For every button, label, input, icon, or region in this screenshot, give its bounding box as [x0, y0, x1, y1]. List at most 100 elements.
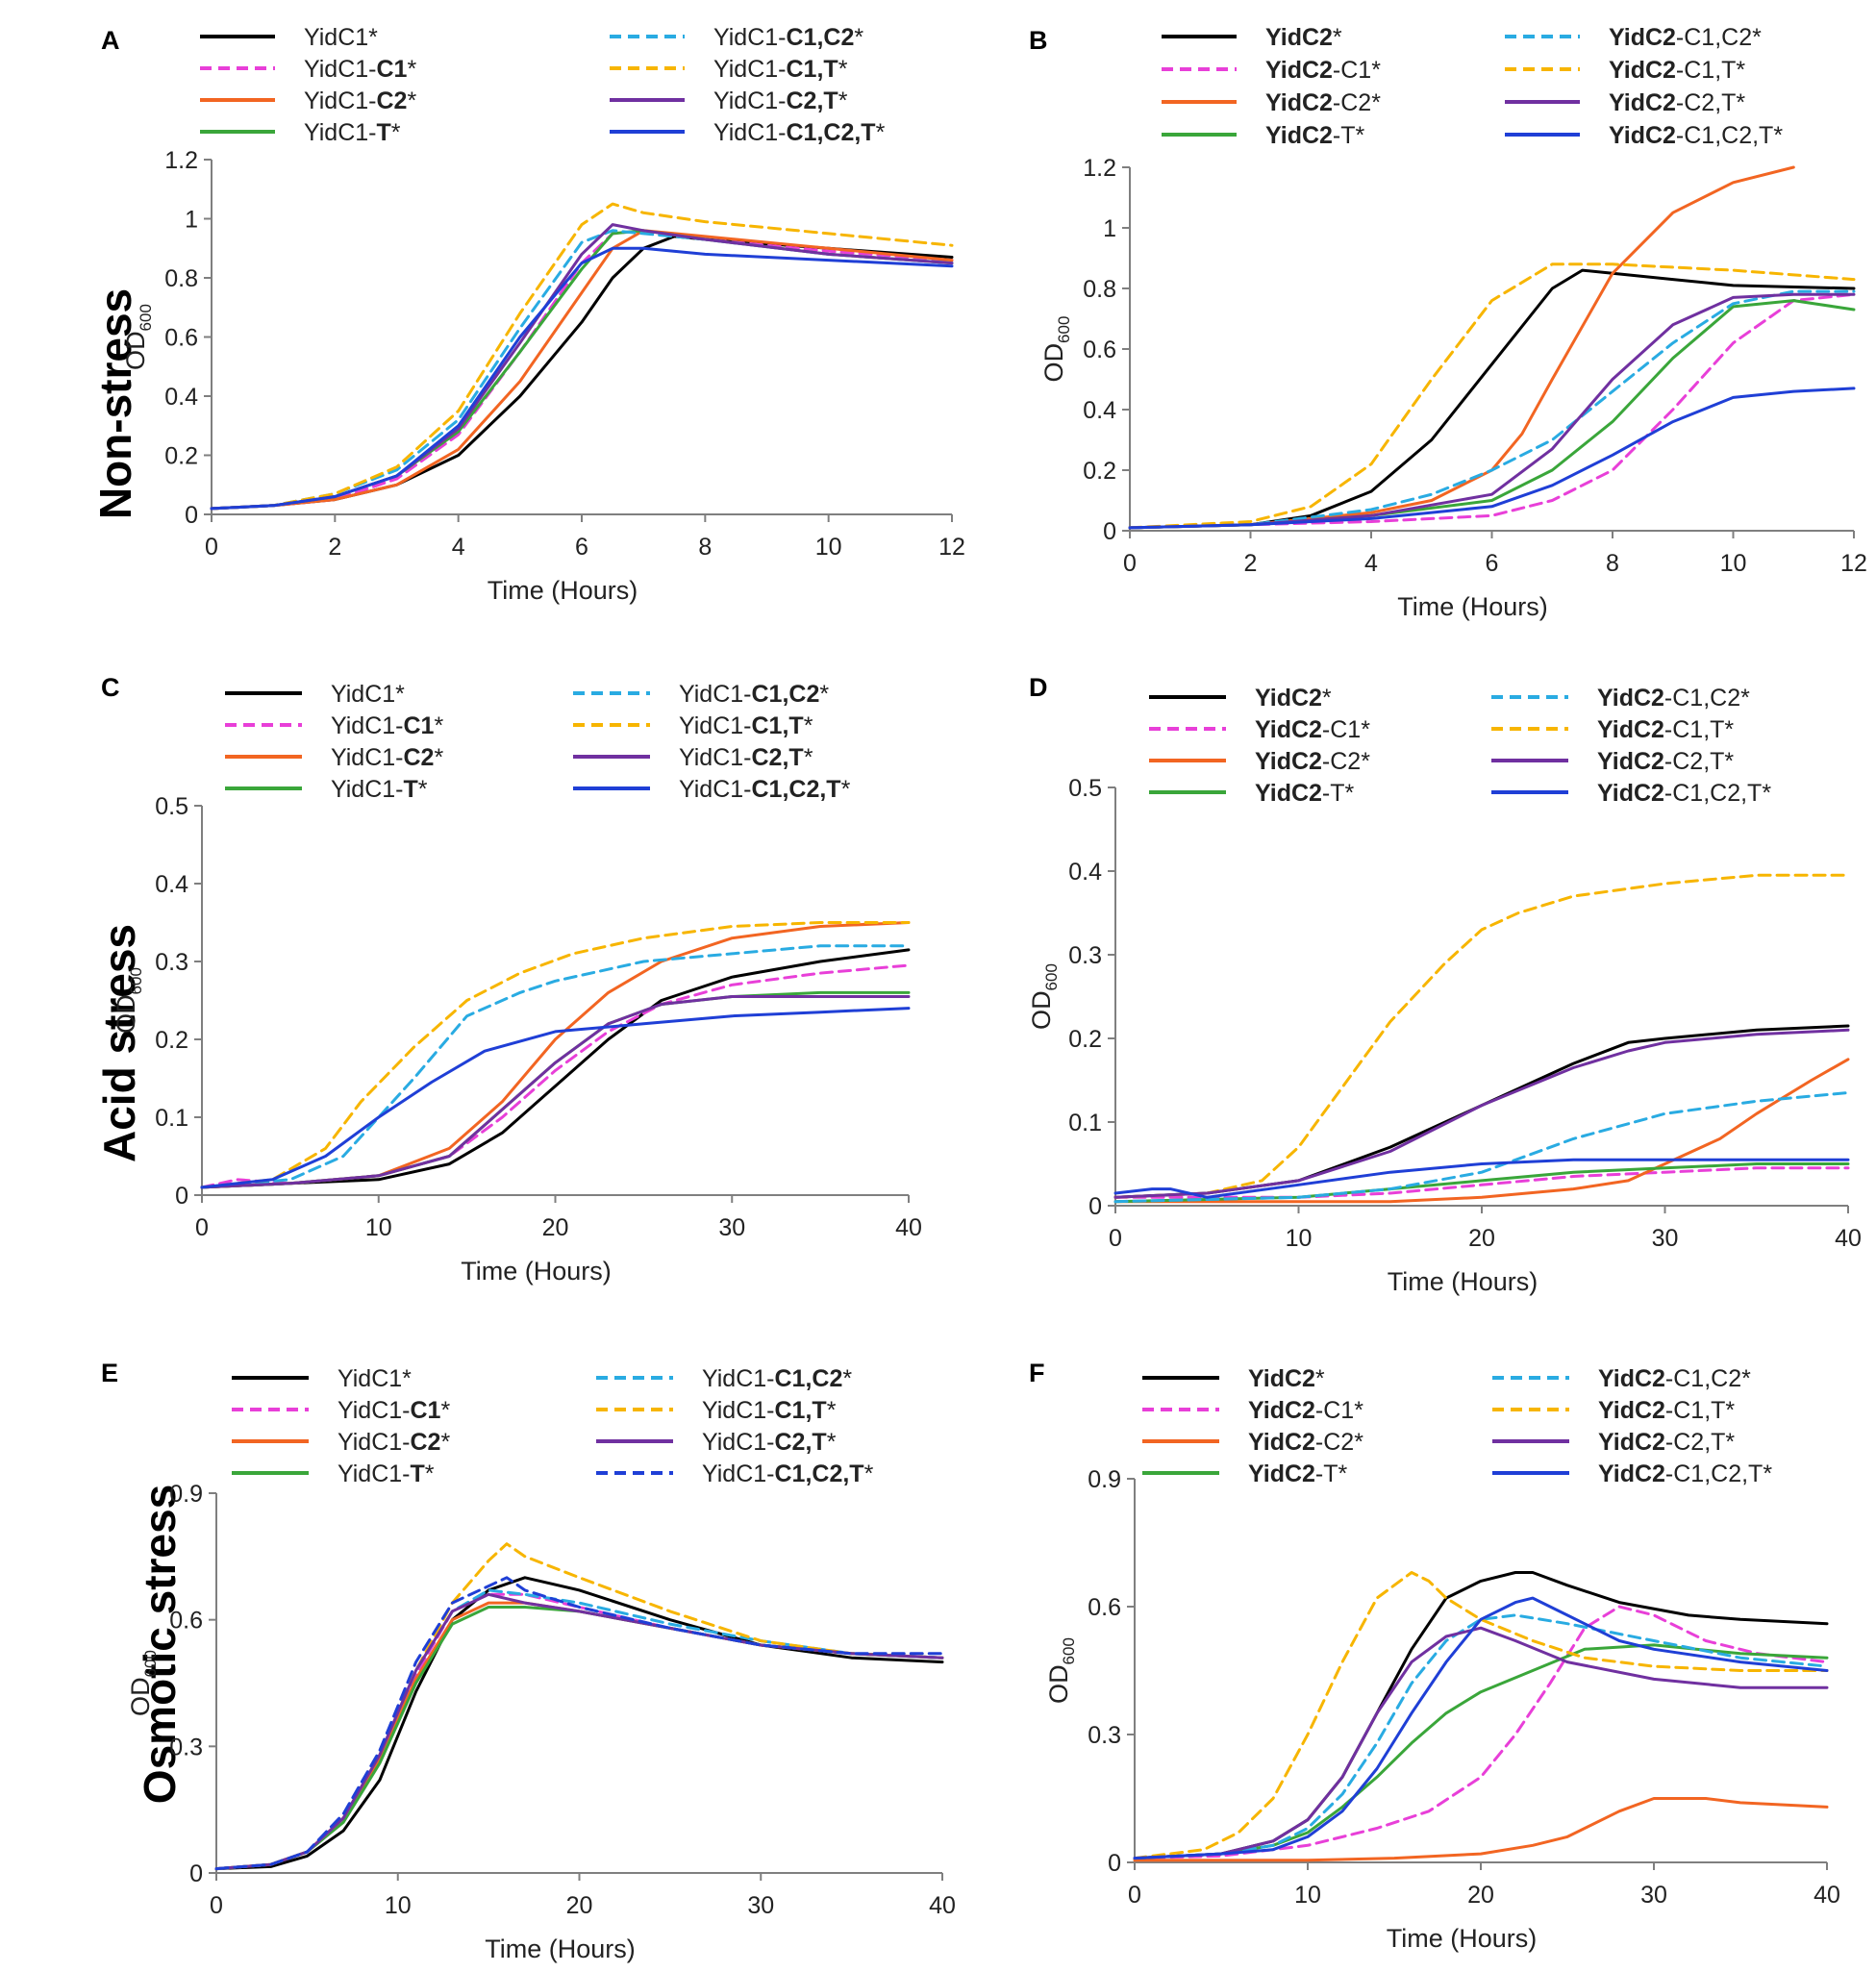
legend-label-e-c1t: YidC1-C1,T*	[702, 1397, 837, 1424]
legend-prefix: YidC1-	[713, 87, 787, 114]
legend-suffix: -C2*	[1333, 89, 1381, 116]
legend-suffix: -C2,T*	[1665, 1429, 1736, 1456]
legend-label-a-c1t: YidC1-C1,T*	[713, 56, 848, 83]
legend-suffix: *	[838, 87, 848, 114]
y-axis-label-sub-e: 600	[141, 1650, 160, 1677]
legend-label-a-c1c2t: YidC1-C1,C2,T*	[713, 119, 886, 146]
series-line-b-c1t	[1128, 262, 1856, 530]
y-axis-label-sub-b: 600	[1055, 316, 1073, 343]
legend-suffix: *	[827, 1429, 837, 1456]
legend-suffix: *	[418, 776, 428, 803]
legend-label-d-c1c2t: YidC2-C1,C2,T*	[1597, 780, 1771, 807]
series-line-a-c1	[210, 229, 954, 511]
legend-prefix: YidC1-	[331, 776, 404, 803]
y-axis-label-b: OD600	[1039, 316, 1073, 383]
legend-bold: C2,T	[775, 1429, 827, 1456]
legend-bold: YidC2	[1597, 685, 1664, 711]
x-tick-label-d: 20	[1468, 1225, 1495, 1252]
series-line-c-c2	[200, 921, 911, 1189]
legend-label-a-c1c2: YidC1-C1,C2*	[713, 24, 863, 51]
legend-prefix: YidC1-	[304, 56, 377, 83]
legend-bold: C1,C2	[752, 681, 820, 708]
x-tick-label-e: 10	[385, 1892, 412, 1919]
y-axis-label-a: OD600	[121, 304, 155, 370]
series-line-f-t	[1133, 1643, 1829, 1860]
legend-suffix: *	[804, 712, 813, 739]
legend-suffix: -C1*	[1315, 1397, 1363, 1424]
legend-label-b-c1: YidC2-C1*	[1265, 57, 1381, 84]
legend-label-e-c1c2t: YidC1-C1,C2,T*	[702, 1460, 874, 1487]
legend-label-b-c2t: YidC2-C2,T*	[1609, 89, 1745, 116]
legend-bold: C1,C2,T	[787, 119, 876, 146]
legend-bold: T	[411, 1460, 425, 1487]
y-tick-label-f: 0.9	[1088, 1466, 1121, 1493]
legend-bold: C1,T	[787, 56, 838, 83]
y-tick-label-b: 0.4	[1083, 397, 1116, 424]
legend-suffix: *	[854, 24, 863, 51]
x-tick-label-a: 8	[698, 534, 712, 561]
legend-label-b-c1t: YidC2-C1,T*	[1609, 57, 1745, 84]
series-line-e-c2t	[214, 1592, 944, 1871]
x-tick-label-c: 0	[195, 1214, 209, 1241]
legend-bold: YidC2	[1265, 24, 1333, 51]
series-line-d-c2	[1113, 1058, 1850, 1204]
legend-label-e-t: YidC1-T*	[338, 1460, 435, 1487]
x-axis-label-b: Time (Hours)	[1397, 592, 1548, 621]
series-line-b-c1c2t	[1128, 387, 1856, 530]
legend-bold: YidC2	[1248, 1397, 1315, 1424]
y-tick-label-b: 0	[1103, 518, 1116, 545]
legend-bold: YidC2	[1255, 685, 1322, 711]
legend-label-b-c1c2t: YidC2-C1,C2,T*	[1609, 122, 1783, 149]
x-tick-label-c: 10	[365, 1214, 392, 1241]
y-tick-label-a: 0.8	[164, 265, 198, 292]
y-axis-label-main-a: OD	[121, 331, 150, 370]
y-tick-label-b: 0.2	[1083, 458, 1116, 485]
legend-suffix: -C2,T*	[1676, 89, 1746, 116]
legend-bold: YidC2	[1597, 780, 1664, 807]
legend-suffix: *	[434, 744, 443, 771]
legend-label-c-c2t: YidC1-C2,T*	[679, 744, 813, 771]
legend-label-c-wt: YidC1*	[331, 681, 405, 708]
y-tick-label-d: 0.4	[1068, 859, 1102, 886]
legend-suffix: -C1,T*	[1676, 57, 1746, 84]
legend-bold: YidC2	[1265, 57, 1333, 84]
legend-bold: YidC2	[1255, 780, 1322, 807]
legend-label-a-c2t: YidC1-C2,T*	[713, 87, 848, 114]
x-tick-label-c: 30	[718, 1214, 745, 1241]
legend-label-b-wt: YidC2*	[1265, 24, 1342, 51]
legend-prefix: YidC1-	[304, 87, 377, 114]
x-tick-label-a: 6	[575, 534, 588, 561]
series-line-a-wt	[210, 235, 954, 511]
x-tick-label-d: 40	[1835, 1225, 1862, 1252]
series-line-f-c1	[1133, 1605, 1829, 1860]
legend-bold: C2,T	[752, 744, 804, 771]
y-tick-label-c: 0.2	[155, 1027, 188, 1054]
panel-a: A 0 0.2 0.4 0.6 0.8 1 1.2 0 2 4 6 8 10 12 Time (Hours) O…	[101, 24, 965, 605]
legend-bold: YidC2	[1609, 57, 1676, 84]
y-axis-label-sub-f: 600	[1060, 1637, 1078, 1664]
legend-prefix: YidC1-	[338, 1429, 411, 1456]
legend-bold: YidC2	[1597, 748, 1664, 775]
legend-label-e-c1: YidC1-C1*	[338, 1397, 450, 1424]
legend-bold: C2	[404, 744, 435, 771]
legend-prefix: YidC1-	[713, 119, 787, 146]
series-line-c-wt	[200, 948, 911, 1189]
legend-suffix: -T*	[1315, 1460, 1348, 1487]
y-tick-label-c: 0.1	[155, 1105, 188, 1132]
series-line-d-c1	[1113, 1166, 1850, 1199]
legend-bold: YidC2	[1598, 1429, 1665, 1456]
legend-label-d-wt: YidC2*	[1255, 685, 1332, 711]
legend-bold: YidC2	[1609, 122, 1676, 149]
legend-bold: T	[377, 119, 391, 146]
x-tick-label-a: 0	[205, 534, 218, 561]
x-tick-label-e: 0	[210, 1892, 223, 1919]
legend-label-a-wt: YidC1*	[304, 24, 378, 51]
legend-prefix: YidC1-	[702, 1429, 775, 1456]
x-tick-label-d: 30	[1652, 1225, 1679, 1252]
legend-label-c-c1c2t: YidC1-C1,C2,T*	[679, 776, 851, 803]
y-tick-label-d: 0.2	[1068, 1026, 1102, 1053]
panel-e: E 0 0.3 0.6 0.9 0 10 20 30 40 Time (Hours) OD600 Yid…	[101, 1359, 956, 1963]
series-line-b-c1	[1128, 292, 1856, 530]
legend-bold: C1,T	[775, 1397, 827, 1424]
